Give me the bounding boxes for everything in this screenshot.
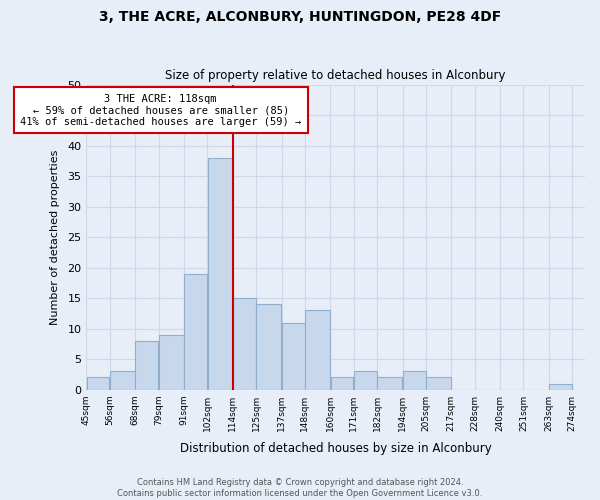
Y-axis label: Number of detached properties: Number of detached properties bbox=[50, 150, 61, 325]
Text: Contains HM Land Registry data © Crown copyright and database right 2024.
Contai: Contains HM Land Registry data © Crown c… bbox=[118, 478, 482, 498]
Bar bbox=[233, 298, 256, 390]
Bar bbox=[208, 158, 233, 390]
Bar bbox=[136, 341, 158, 390]
Bar bbox=[159, 334, 184, 390]
Bar bbox=[282, 322, 305, 390]
X-axis label: Distribution of detached houses by size in Alconbury: Distribution of detached houses by size … bbox=[180, 442, 491, 455]
Text: 3 THE ACRE: 118sqm
← 59% of detached houses are smaller (85)
41% of semi-detache: 3 THE ACRE: 118sqm ← 59% of detached hou… bbox=[20, 94, 301, 127]
Bar bbox=[305, 310, 330, 390]
Bar bbox=[184, 274, 207, 390]
Bar bbox=[331, 378, 353, 390]
Bar bbox=[354, 372, 377, 390]
Bar bbox=[256, 304, 281, 390]
Text: 3, THE ACRE, ALCONBURY, HUNTINGDON, PE28 4DF: 3, THE ACRE, ALCONBURY, HUNTINGDON, PE28… bbox=[99, 10, 501, 24]
Bar bbox=[426, 378, 451, 390]
Title: Size of property relative to detached houses in Alconbury: Size of property relative to detached ho… bbox=[166, 69, 506, 82]
Bar bbox=[86, 378, 109, 390]
Bar bbox=[549, 384, 572, 390]
Bar bbox=[110, 372, 135, 390]
Bar bbox=[377, 378, 402, 390]
Bar bbox=[403, 372, 425, 390]
